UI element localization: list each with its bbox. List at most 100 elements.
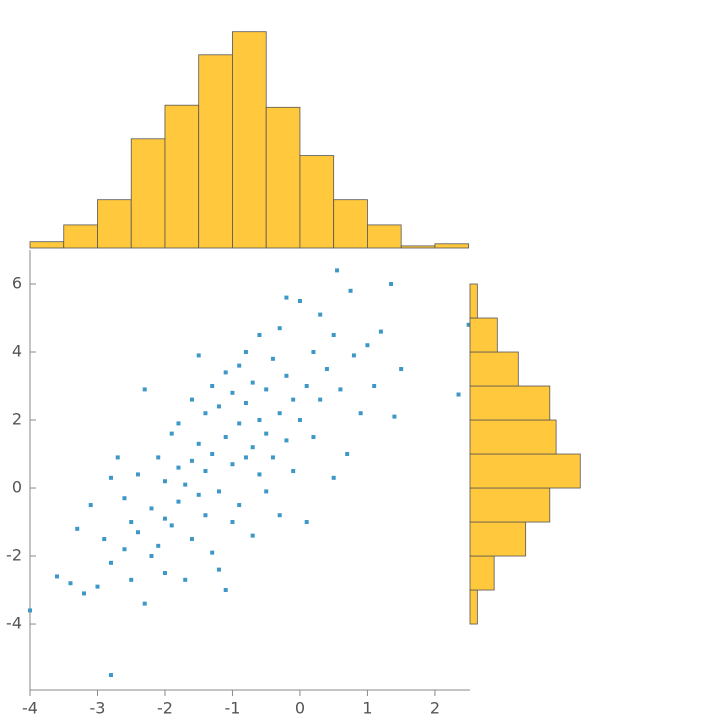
point [250, 445, 255, 450]
y-tick-label: -2 [6, 546, 22, 565]
point [250, 533, 255, 538]
histogram-bar [333, 199, 368, 249]
y-tick-label: 4 [12, 342, 22, 361]
point [230, 462, 235, 467]
point [243, 350, 248, 355]
x-tick-label: -4 [22, 699, 38, 718]
point [122, 496, 127, 501]
point [331, 333, 336, 338]
point [456, 392, 461, 397]
histogram-bar [469, 317, 498, 353]
histogram-bar [198, 54, 233, 249]
histogram-bar [367, 224, 402, 249]
point [270, 356, 275, 361]
point [372, 384, 377, 389]
histogram-bar [469, 453, 581, 489]
point [156, 455, 161, 460]
histogram-bar [299, 155, 335, 249]
point [284, 295, 289, 300]
point [223, 435, 228, 440]
point [135, 472, 140, 477]
point [135, 530, 140, 535]
point [311, 350, 316, 355]
point [149, 506, 154, 511]
point [277, 326, 282, 331]
point [338, 387, 343, 392]
point [189, 458, 194, 463]
histogram-bar [400, 245, 436, 249]
point [169, 431, 174, 436]
histogram-bar [469, 589, 478, 625]
point [216, 404, 221, 409]
point [196, 492, 201, 497]
point [345, 452, 350, 457]
point [389, 282, 394, 287]
histogram-bar [469, 351, 519, 387]
y-tick-label: 2 [12, 410, 22, 429]
point [183, 482, 188, 487]
histogram-bar [469, 487, 551, 523]
point [257, 472, 262, 477]
point [75, 526, 80, 531]
point [318, 312, 323, 317]
point [466, 322, 471, 327]
point [284, 373, 289, 378]
point [318, 397, 323, 402]
point [277, 513, 282, 518]
point [291, 397, 296, 402]
point [162, 479, 167, 484]
histogram-bar [232, 31, 267, 249]
point [304, 520, 309, 525]
point [28, 608, 32, 613]
point [230, 390, 235, 395]
point [210, 550, 215, 555]
point [129, 520, 134, 525]
point [203, 469, 208, 474]
point [162, 516, 167, 521]
x-tick-label: -3 [90, 699, 106, 718]
x-tick-label: 0 [295, 699, 305, 718]
y-tick-label: -4 [6, 614, 22, 633]
point [335, 268, 340, 273]
point [108, 475, 113, 480]
point [162, 571, 167, 576]
histogram-bar [63, 224, 98, 249]
point [378, 329, 383, 334]
point [54, 574, 59, 579]
point [237, 363, 242, 368]
point [95, 584, 100, 589]
point [351, 353, 356, 358]
point [108, 560, 113, 565]
point [176, 421, 181, 426]
histogram-bar [469, 283, 478, 319]
point [210, 384, 215, 389]
point [257, 333, 262, 338]
point [250, 380, 255, 385]
point [216, 489, 221, 494]
histogram-bar [469, 385, 551, 421]
point [270, 455, 275, 460]
histogram-bar [265, 106, 301, 249]
x-tick-label: -2 [157, 699, 173, 718]
x-tick-label: -1 [224, 699, 240, 718]
point [68, 581, 73, 586]
point [348, 288, 353, 293]
point [102, 537, 107, 542]
point [203, 411, 208, 416]
x-tick-label: 2 [430, 699, 440, 718]
point [189, 397, 194, 402]
point [297, 299, 302, 304]
point [156, 543, 161, 548]
point [264, 431, 269, 436]
point [331, 475, 336, 480]
point [365, 343, 370, 348]
histogram-bar [164, 104, 200, 249]
histogram-bar [469, 419, 557, 455]
point [358, 411, 363, 416]
point [264, 387, 269, 392]
point [237, 421, 242, 426]
point [257, 418, 262, 423]
point [223, 370, 228, 375]
point [196, 441, 201, 446]
